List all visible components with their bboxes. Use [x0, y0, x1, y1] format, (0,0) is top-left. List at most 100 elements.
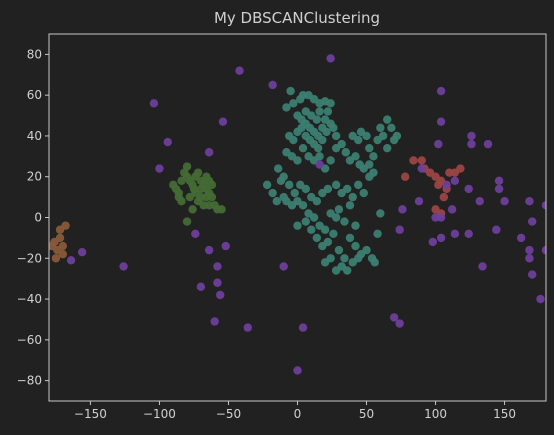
x-tick-label: −100 [143, 407, 176, 421]
data-point [204, 148, 214, 157]
data-point [318, 135, 327, 145]
data-point [204, 245, 214, 255]
data-point [428, 237, 437, 247]
x-axis: −150 −100 −50 0 50 100 150 [74, 401, 516, 421]
data-point [66, 256, 76, 265]
data-point [315, 107, 324, 116]
data-point [343, 266, 352, 275]
data-point [174, 192, 183, 202]
data-point [217, 205, 226, 214]
data-point [182, 217, 192, 226]
y-tick-label: 0 [34, 211, 42, 225]
data-point [467, 139, 476, 149]
data-point [189, 184, 199, 194]
data-point [273, 164, 283, 173]
data-point [268, 80, 277, 90]
data-point [285, 180, 294, 190]
data-point [326, 54, 335, 63]
data-point [398, 205, 407, 214]
data-point [348, 192, 357, 202]
y-tick-label: −80 [17, 374, 42, 388]
data-point [436, 117, 446, 126]
data-point [55, 233, 65, 243]
data-point [525, 254, 534, 263]
data-point [119, 262, 128, 271]
data-point [340, 217, 349, 226]
y-tick-label: 40 [27, 129, 42, 143]
data-point [202, 172, 211, 181]
data-point [345, 233, 355, 243]
data-point [389, 313, 399, 322]
data-point [149, 99, 159, 108]
data-point [235, 66, 244, 75]
data-point [475, 196, 484, 206]
data-point [213, 262, 222, 271]
y-tick-label: −20 [17, 251, 42, 265]
data-point [326, 99, 335, 108]
data-point [221, 241, 230, 251]
data-point [359, 188, 368, 198]
plot-frame [48, 33, 547, 402]
data-point [409, 156, 418, 165]
data-point [436, 233, 446, 243]
data-point [378, 131, 388, 141]
data-point [334, 245, 344, 255]
data-point [289, 99, 298, 108]
data-point [464, 184, 473, 194]
data-point [51, 254, 61, 263]
x-tick-label: 150 [493, 407, 516, 421]
data-point [169, 180, 178, 190]
data-point [243, 323, 252, 332]
data-point [354, 180, 363, 190]
data-point [464, 229, 473, 239]
data-point [369, 152, 378, 161]
data-point [395, 319, 404, 328]
data-point [218, 117, 228, 126]
x-tick-label: −50 [216, 407, 241, 421]
data-point [541, 245, 546, 255]
data-point [434, 139, 443, 149]
data-point [478, 262, 487, 271]
data-point [351, 221, 360, 230]
data-point [182, 162, 192, 171]
data-point [297, 123, 306, 132]
data-point [354, 135, 363, 145]
data-point [376, 123, 385, 132]
data-point [289, 135, 298, 145]
data-point [298, 143, 308, 153]
data-point [492, 225, 501, 234]
data-point [329, 229, 338, 239]
data-point [527, 217, 537, 226]
data-point [213, 278, 222, 287]
data-point [527, 270, 537, 279]
data-point [298, 201, 308, 210]
data-point [354, 254, 363, 263]
data-point [431, 213, 440, 222]
data-point [210, 317, 219, 326]
data-point [494, 176, 504, 185]
data-point [536, 294, 545, 304]
data-point [196, 282, 206, 292]
data-point [301, 184, 310, 194]
data-point [516, 233, 526, 243]
x-tick-label: 100 [424, 407, 447, 421]
data-point [373, 229, 382, 239]
data-point [58, 241, 68, 251]
y-tick-label: −40 [17, 292, 42, 306]
data-point [395, 225, 404, 234]
y-tick-label: 60 [27, 88, 42, 102]
data-point [331, 131, 341, 141]
data-point [207, 192, 217, 202]
data-point [276, 176, 286, 185]
data-point [155, 164, 164, 173]
data-point [362, 131, 371, 141]
x-tick-label: −150 [74, 407, 107, 421]
data-point [314, 143, 323, 153]
data-point [434, 180, 443, 190]
data-point [436, 86, 446, 96]
data-point [196, 184, 206, 194]
data-point [293, 221, 302, 230]
data-point [370, 258, 380, 267]
data-point [312, 115, 322, 124]
data-point [323, 237, 333, 247]
